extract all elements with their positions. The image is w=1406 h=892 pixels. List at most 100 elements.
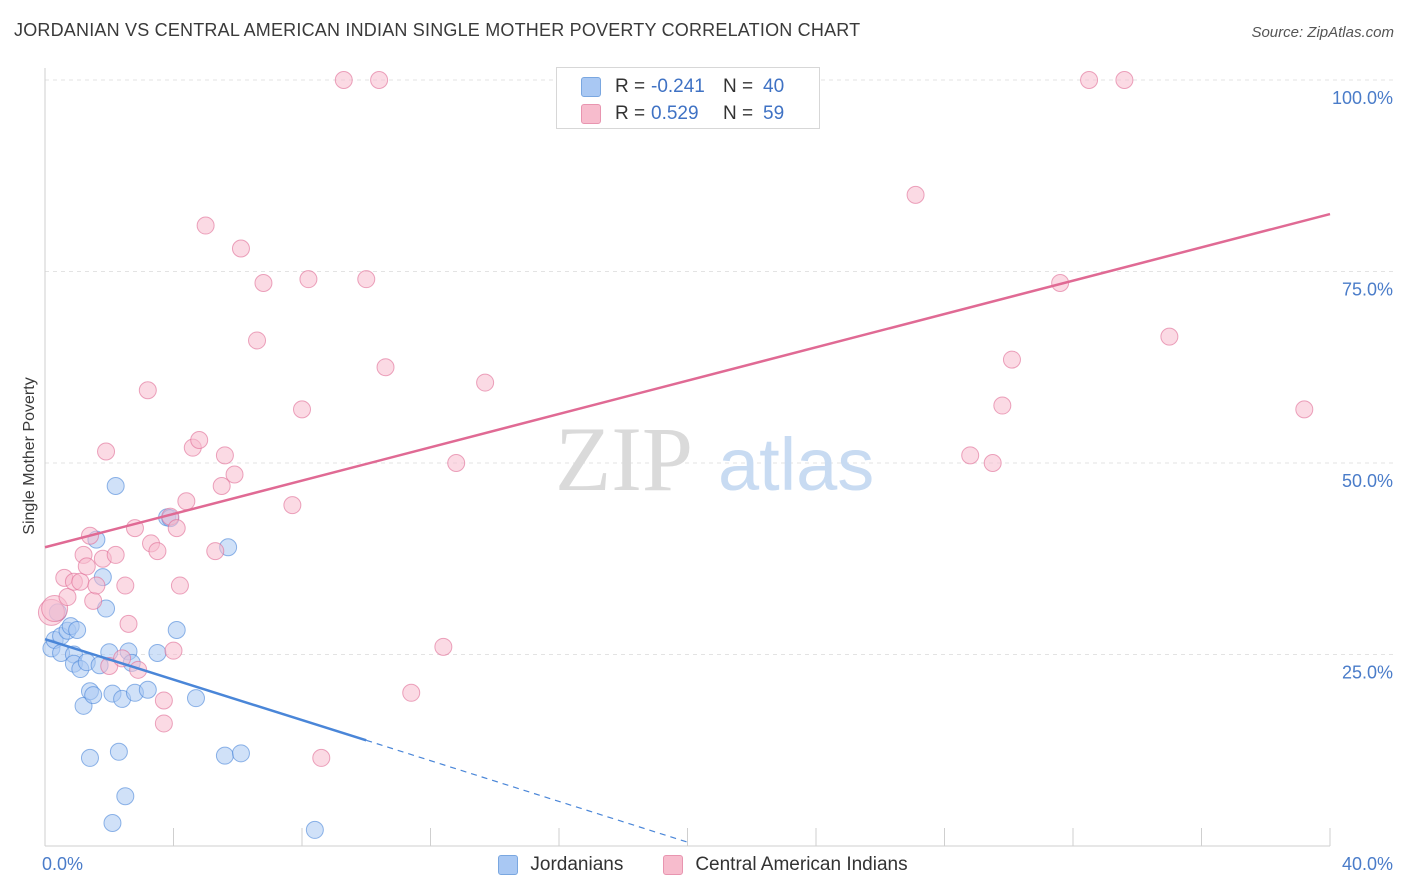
point-s1-44[interactable] (334, 71, 353, 89)
legend-r-value: 0.529 (651, 103, 699, 124)
point-s1-31[interactable] (190, 431, 209, 450)
point-s0-15[interactable] (84, 686, 103, 705)
point-s1-39[interactable] (254, 273, 273, 292)
point-s0-39[interactable] (305, 820, 324, 839)
watermark: ZIP atlas (555, 408, 874, 510)
x-tick-label-0: 0.0% (42, 854, 83, 874)
point-s1-46[interactable] (370, 71, 389, 89)
gridlines (45, 79, 1393, 655)
point-s0-38[interactable] (231, 744, 250, 763)
legend-item-jordanians[interactable]: Jordanians (498, 854, 623, 876)
point-s1-51[interactable] (476, 373, 495, 392)
point-s1-34[interactable] (212, 476, 231, 495)
watermark-atlas: atlas (718, 423, 874, 506)
point-s1-41[interactable] (293, 400, 311, 419)
y-tick-label-0: 25.0% (1342, 663, 1393, 683)
point-s1-32[interactable] (196, 216, 215, 235)
point-s0-21[interactable] (103, 814, 122, 833)
legend-n-value: 59 (763, 103, 785, 124)
y-tick-label-2: 75.0% (1342, 280, 1393, 300)
point-s0-24[interactable] (109, 742, 128, 761)
legend-swatch-central-american-indians (663, 855, 684, 875)
point-s1-53[interactable] (961, 446, 980, 465)
legend-swatch-central-american-indians (581, 104, 601, 124)
point-s0-31[interactable] (148, 643, 167, 662)
trend-line-s0 (44, 637, 367, 742)
point-s0-36[interactable] (215, 746, 234, 765)
point-s1-38[interactable] (248, 331, 267, 350)
legend-n-label: N = (723, 103, 754, 124)
legend-r-label: R = (615, 76, 646, 97)
legend-n-label: N = (723, 76, 754, 97)
legend-r-value: -0.241 (651, 76, 705, 97)
point-s1-24[interactable] (154, 691, 173, 710)
legend-swatch-jordanians (498, 855, 519, 875)
point-s1-23[interactable] (154, 714, 173, 733)
legend-label-central-american-indians: Central American Indians (695, 854, 908, 875)
watermark-zip: ZIP (555, 408, 693, 510)
point-s1-47[interactable] (376, 358, 395, 377)
point-s1-54[interactable] (983, 454, 1002, 472)
point-s1-42[interactable] (299, 270, 318, 289)
point-s1-19[interactable] (129, 660, 148, 679)
point-s1-45[interactable] (357, 270, 376, 289)
point-s1-7[interactable] (77, 557, 96, 576)
point-s1-61[interactable] (1295, 400, 1314, 419)
point-s1-10[interactable] (87, 576, 106, 595)
legend-r-label: R = (615, 103, 646, 124)
point-s1-27[interactable] (167, 519, 186, 538)
chart-title: JORDANIAN VS CENTRAL AMERICAN INDIAN SIN… (14, 20, 861, 40)
point-s1-29[interactable] (177, 492, 196, 511)
legend-n-value: 40 (763, 76, 785, 97)
point-s0-23[interactable] (106, 476, 125, 495)
point-s0-35[interactable] (186, 689, 205, 708)
point-s1-58[interactable] (1080, 71, 1099, 89)
legend-swatch-jordanians (581, 77, 601, 97)
point-s1-37[interactable] (231, 239, 250, 258)
legend-item-central-american-indians[interactable]: Central American Indians (663, 854, 908, 876)
point-s1-9[interactable] (84, 591, 103, 610)
trend-line-extension-s0 (366, 739, 688, 843)
y-tick-label-1: 50.0% (1342, 471, 1393, 491)
point-s1-12[interactable] (97, 442, 116, 461)
point-s0-26[interactable] (116, 787, 135, 806)
point-s0-34[interactable] (167, 620, 186, 639)
point-s1-17[interactable] (119, 614, 138, 633)
point-s1-52[interactable] (906, 185, 925, 204)
y-axis-label: Single Mother Poverty (21, 377, 38, 534)
point-s1-40[interactable] (283, 496, 302, 515)
point-s1-56[interactable] (1002, 350, 1021, 369)
point-s1-36[interactable] (225, 465, 244, 484)
legend-stats: R = -0.241 N = 40 R = 0.529 N = 59 (556, 67, 820, 129)
point-s1-50[interactable] (447, 454, 466, 472)
tick-labels: 25.0% 50.0% 75.0% 100.0% 0.0% 40.0% (42, 88, 1393, 874)
legend-row-jordanians: R = -0.241 N = 40 (581, 75, 784, 99)
legend-series: Jordanians Central American Indians (0, 852, 1406, 878)
point-s1-3[interactable] (58, 588, 77, 607)
point-s0-9[interactable] (68, 620, 87, 639)
point-s1-49[interactable] (434, 637, 453, 656)
chart-source: Source: ZipAtlas.com (1251, 24, 1394, 41)
axes (44, 68, 1331, 847)
point-s1-35[interactable] (215, 446, 234, 465)
point-s1-20[interactable] (138, 381, 157, 400)
point-s1-22[interactable] (148, 542, 167, 561)
point-s1-48[interactable] (402, 683, 421, 702)
point-s1-26[interactable] (164, 641, 183, 660)
point-s1-5[interactable] (71, 572, 90, 591)
point-s1-59[interactable] (1115, 71, 1134, 89)
point-s0-14[interactable] (80, 748, 99, 767)
point-s0-30[interactable] (138, 680, 157, 699)
point-s1-28[interactable] (170, 576, 189, 595)
point-s1-16[interactable] (116, 576, 135, 595)
point-s1-33[interactable] (206, 542, 225, 561)
point-s1-55[interactable] (993, 396, 1012, 415)
point-s1-14[interactable] (106, 545, 125, 564)
legend-row-central-american-indians: R = 0.529 N = 59 (581, 102, 784, 126)
point-s1-43[interactable] (312, 748, 331, 767)
legend-label-jordanians: Jordanians (530, 854, 624, 875)
point-s1-60[interactable] (1160, 327, 1179, 346)
trend-lines (44, 212, 1331, 843)
y-tick-label-3: 100.0% (1332, 88, 1393, 108)
